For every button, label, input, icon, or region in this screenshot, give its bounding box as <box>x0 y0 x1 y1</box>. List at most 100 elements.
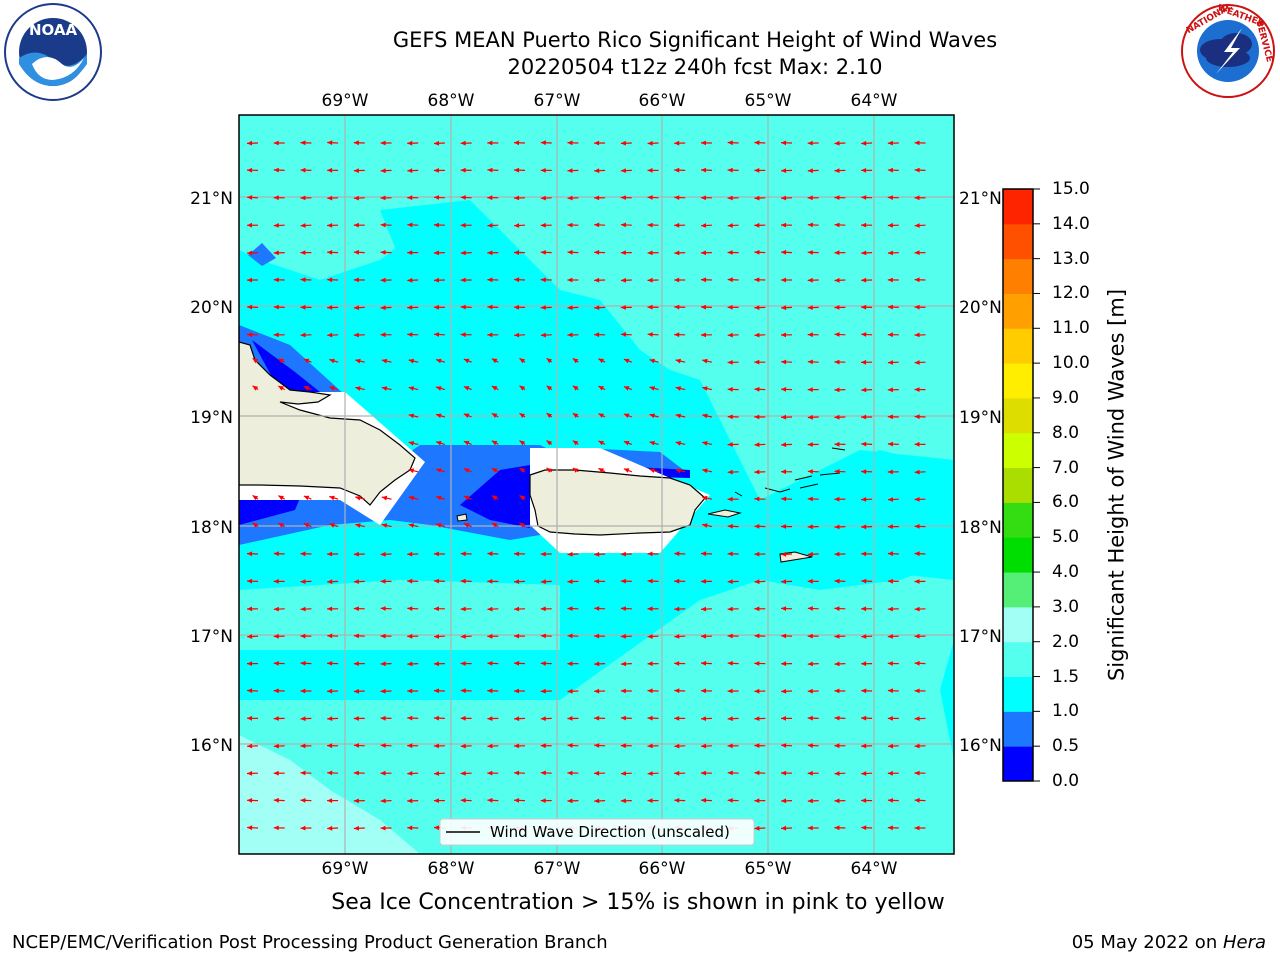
wave-direction-arrowhead <box>834 359 840 365</box>
wave-direction-arrowhead <box>623 413 630 418</box>
wave-direction-arrowhead <box>675 386 681 391</box>
wave-direction-arrowhead <box>353 633 359 639</box>
wave-direction-arrowhead <box>834 332 840 337</box>
wave-direction-arrowhead <box>834 277 840 283</box>
wave-direction-arrowhead <box>572 385 579 391</box>
lat-label-left: 20°N <box>190 298 233 318</box>
wave-direction-arrowhead <box>887 277 893 283</box>
wave-direction-arrowhead <box>380 606 386 611</box>
wave-direction-arrowhead <box>781 414 787 420</box>
wave-direction-arrowhead <box>807 825 813 831</box>
wave-direction-arrowhead <box>754 496 760 502</box>
wave-direction-arrowhead <box>567 277 573 283</box>
wave-direction-arrowhead <box>861 743 867 749</box>
map-legend: Wind Wave Direction (unscaled) <box>439 818 755 846</box>
wave-direction-arrowhead <box>487 797 493 803</box>
wave-direction-arrowhead <box>567 579 573 584</box>
wave-direction-arrowhead <box>491 440 498 446</box>
wave-direction-arrowhead <box>300 825 306 831</box>
wave-direction-arrowhead <box>861 497 867 502</box>
wave-direction-arrowhead <box>594 305 600 310</box>
wave-direction-arrowhead <box>647 250 653 256</box>
wave-direction-arrowhead <box>781 661 787 667</box>
wave-direction-arrowhead <box>514 743 520 749</box>
wave-direction-arrowhead <box>861 304 867 310</box>
wave-direction-arrowhead <box>594 633 600 639</box>
wave-direction-arrowhead <box>834 771 840 776</box>
wave-direction-arrowhead <box>727 195 733 201</box>
wave-direction-arrowhead <box>675 468 681 474</box>
wave-direction-arrowhead <box>887 770 893 776</box>
wave-direction-arrowhead <box>834 469 840 474</box>
wave-direction-arrowhead <box>887 825 893 831</box>
wave-direction-arrowhead <box>620 633 626 639</box>
wave-direction-arrowhead <box>674 578 680 584</box>
wave-direction-arrowhead <box>674 195 680 200</box>
wave-direction-arrowhead <box>700 579 706 584</box>
wave-direction-arrowhead <box>329 386 335 391</box>
wave-direction-arrowhead <box>434 140 440 146</box>
wave-direction-arrowhead <box>514 250 519 255</box>
wave-direction-arrowhead <box>781 305 787 311</box>
wave-direction-arrowhead <box>407 633 413 639</box>
wave-direction-arrowhead <box>433 661 439 667</box>
colorbar-band <box>1003 467 1033 503</box>
wave-direction-arrowhead <box>834 715 840 721</box>
wave-direction-arrowhead <box>300 332 306 338</box>
wave-direction-arrowhead <box>781 688 787 694</box>
wave-direction-arrowhead <box>252 495 259 501</box>
wave-direction-arrowhead <box>327 579 333 585</box>
wave-direction-arrowhead <box>647 140 653 146</box>
wave-direction-arrowhead <box>861 168 867 173</box>
colorbar-tick-label: 6.0 <box>1052 492 1080 513</box>
lon-label-bottom: 65°W <box>745 859 792 879</box>
wave-direction-arrowhead <box>675 441 681 446</box>
lat-label-left: 16°N <box>190 736 233 756</box>
wave-direction-arrowhead <box>408 441 415 446</box>
wave-direction-arrowhead <box>727 140 733 146</box>
wave-direction-arrowhead <box>834 578 840 584</box>
wave-direction-arrowhead <box>807 715 813 721</box>
wave-direction-arrowhead <box>807 633 813 639</box>
colorbar-tick-label: 0.5 <box>1052 736 1080 757</box>
wave-direction-arrowhead <box>861 222 867 228</box>
wave-direction-arrowhead <box>702 495 708 501</box>
wave-direction-arrowhead <box>594 332 600 338</box>
wave-direction-arrowhead <box>594 770 600 776</box>
wave-direction-arrowhead <box>514 688 519 694</box>
wave-direction-arrowhead <box>807 140 813 146</box>
wave-direction-arrowhead <box>674 743 680 749</box>
wave-direction-arrowhead <box>781 249 787 255</box>
wave-direction-arrowhead <box>834 798 840 804</box>
wave-direction-arrowhead <box>594 195 600 201</box>
wave-direction-arrowhead <box>647 578 653 584</box>
wave-direction-arrowhead <box>620 222 626 228</box>
wave-direction-arrowhead <box>754 386 760 392</box>
wave-direction-arrowhead <box>914 825 920 831</box>
wave-direction-arrowhead <box>701 606 707 612</box>
wave-direction-arrowhead <box>727 579 733 584</box>
wave-direction-arrowhead <box>353 579 359 584</box>
wave-direction-arrowhead <box>781 195 787 201</box>
wave-direction-arrowhead <box>834 168 840 173</box>
wave-direction-arrowhead <box>807 743 813 748</box>
wave-direction-arrowhead <box>460 167 466 173</box>
wave-direction-arrowhead <box>807 414 813 420</box>
wave-direction-arrowhead <box>327 688 333 694</box>
wave-direction-arrowhead <box>727 688 733 694</box>
wave-direction-arrowhead <box>861 359 867 365</box>
wave-direction-arrowhead <box>407 688 413 694</box>
wave-direction-arrowhead <box>572 413 579 418</box>
wave-direction-arrowhead <box>700 332 706 338</box>
wave-direction-arrowhead <box>834 551 840 557</box>
wave-direction-arrowhead <box>300 743 306 749</box>
wave-direction-arrowhead <box>567 195 573 201</box>
wave-direction-arrowhead <box>754 222 760 228</box>
footer-date-text: 05 May 2022 on <box>1071 932 1223 953</box>
wave-direction-arrowhead <box>674 250 680 256</box>
wave-direction-arrowhead <box>460 606 466 612</box>
colorbar-band <box>1003 189 1033 225</box>
wave-direction-arrowhead <box>380 305 386 311</box>
wave-direction-arrowhead <box>460 798 466 803</box>
